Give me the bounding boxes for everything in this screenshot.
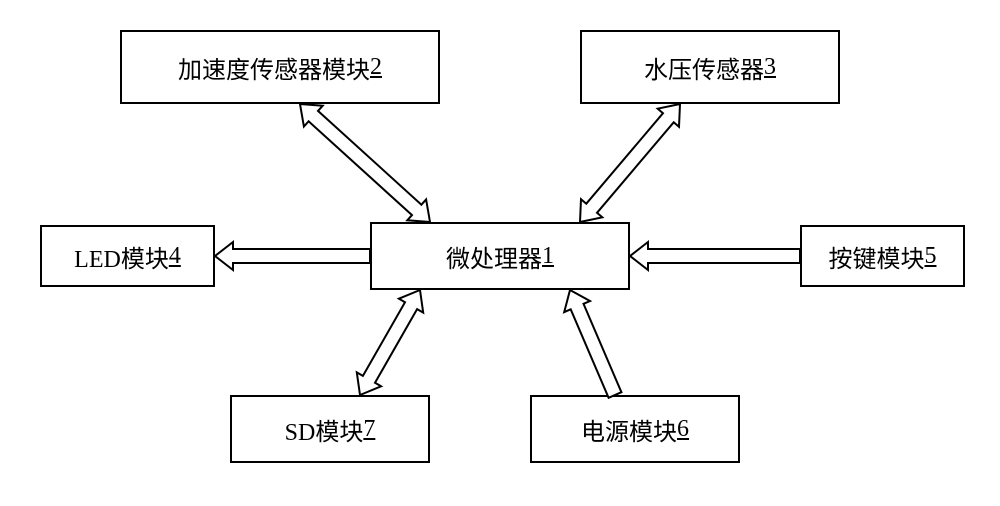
node-pressure-sensor: 水压传感器3 <box>580 30 840 104</box>
node-label: SD模块 <box>285 412 364 447</box>
node-button-module: 按键模块5 <box>800 225 965 287</box>
node-num: 1 <box>542 243 554 270</box>
node-num: 6 <box>677 416 689 443</box>
node-label: 水压传感器 <box>644 50 764 85</box>
node-label: LED模块 <box>74 239 169 274</box>
node-label: 微处理器 <box>446 239 542 274</box>
node-num: 4 <box>169 243 181 270</box>
node-num: 3 <box>764 54 776 81</box>
node-num: 5 <box>925 243 937 270</box>
node-accel-sensor: 加速度传感器模块2 <box>120 30 440 104</box>
node-num: 7 <box>363 416 375 443</box>
node-label: 加速度传感器模块 <box>178 50 370 85</box>
node-sd-module: SD模块7 <box>230 395 430 463</box>
node-num: 2 <box>370 54 382 81</box>
node-led-module: LED模块4 <box>40 225 215 287</box>
node-label: 电源模块 <box>581 412 677 447</box>
node-power-module: 电源模块6 <box>530 395 740 463</box>
node-label: 按键模块 <box>829 239 925 274</box>
node-microprocessor: 微处理器1 <box>370 222 630 290</box>
